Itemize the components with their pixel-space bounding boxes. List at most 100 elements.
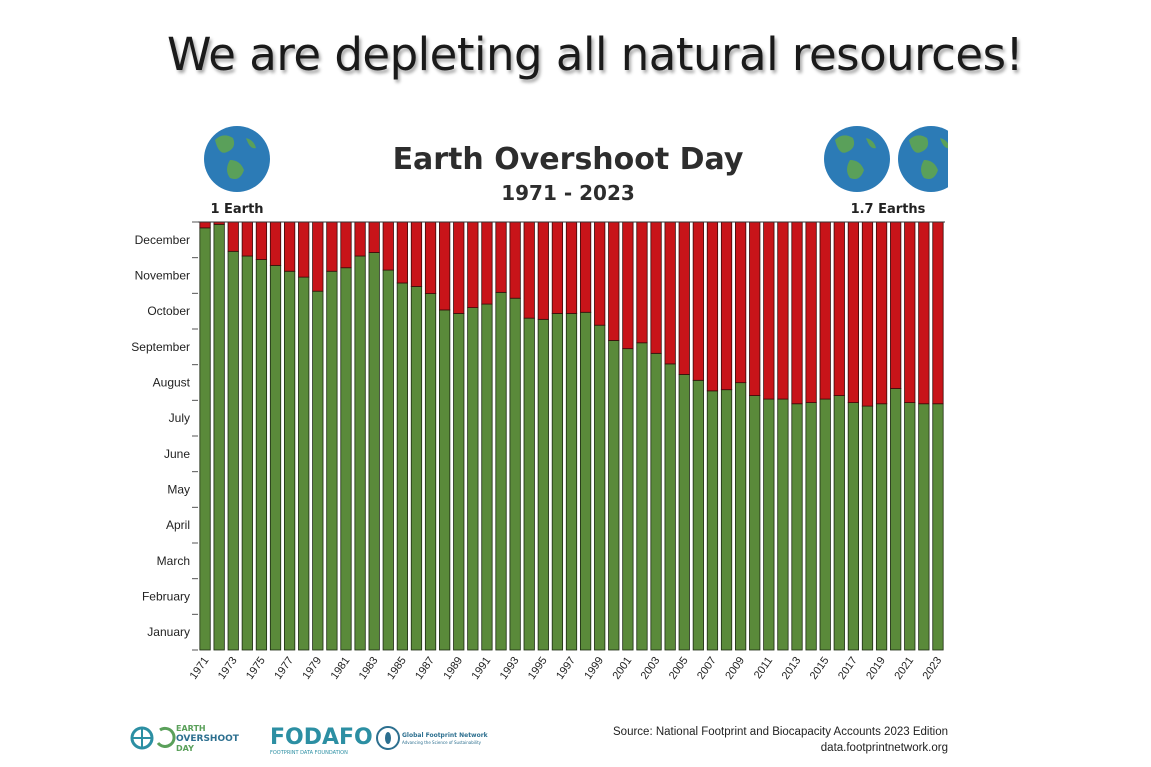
source-line-2: data.footprintnetwork.org	[820, 742, 948, 754]
bar-remaining-1998	[579, 311, 592, 651]
globe-icon-left	[204, 126, 270, 192]
x-tick-label: 1973	[216, 655, 240, 682]
bar-remaining-1988	[439, 309, 451, 651]
bar-remaining-2000	[608, 340, 620, 651]
bar-overshoot-1992	[495, 221, 507, 293]
bar-overshoot-1991	[481, 221, 493, 305]
bar-overshoot-1981	[340, 221, 352, 269]
bar-remaining-2005	[678, 374, 690, 651]
bar-overshoot-1982	[354, 221, 366, 257]
slide-title: We are depleting all natural resources!	[166, 28, 1024, 81]
bar-overshoot-2021	[904, 221, 916, 403]
bar-remaining-1981	[340, 267, 352, 651]
bar-remaining-1976	[269, 264, 282, 651]
x-tick-label: 2009	[723, 655, 747, 682]
bar-remaining-2021	[904, 402, 916, 651]
bar-overshoot-1977	[283, 221, 296, 272]
bar-remaining-2004	[664, 363, 676, 651]
bar-overshoot-1998	[579, 221, 592, 313]
globe-icon-right-1	[824, 126, 890, 192]
x-tick-label: 1999	[582, 655, 606, 682]
bar-overshoot-1996	[551, 221, 564, 314]
bar-remaining-2020	[890, 388, 902, 651]
bar-overshoot-1975	[255, 221, 268, 260]
bar-overshoot-1989	[453, 221, 465, 314]
bar-overshoot-1976	[269, 221, 282, 266]
bar-overshoot-1983	[368, 221, 380, 253]
bar-overshoot-1985	[396, 221, 408, 284]
bar-overshoot-2008	[720, 221, 733, 391]
x-tick-label: 2005	[667, 655, 691, 682]
bar-remaining-2016	[833, 395, 845, 651]
x-tick-label: 1987	[413, 655, 437, 682]
bar-overshoot-2016	[833, 221, 845, 396]
bar-remaining-1983	[368, 252, 380, 651]
bar-remaining-2002	[636, 342, 648, 651]
bar-remaining-2012	[777, 398, 789, 651]
bar-overshoot-1984	[382, 221, 394, 271]
bar-remaining-2019	[875, 403, 888, 651]
bar-remaining-2013	[791, 403, 803, 651]
bar-remaining-1990	[467, 307, 479, 651]
bar-remaining-1995	[537, 318, 549, 651]
bar-overshoot-2000	[608, 221, 620, 341]
y-tick-label: May	[167, 483, 190, 497]
x-tick-label: 1997	[554, 655, 578, 682]
bar-overshoot-2013	[791, 221, 803, 405]
x-tick-label: 2017	[836, 655, 860, 682]
bar-remaining-2018	[861, 405, 874, 651]
bar-remaining-2022	[918, 403, 930, 651]
bar-remaining-2003	[650, 352, 662, 651]
bar-remaining-1979	[312, 290, 324, 651]
bar-remaining-2009	[735, 382, 747, 651]
x-tick-label: 2019	[864, 655, 888, 682]
bar-remaining-1971	[199, 227, 211, 651]
bar-overshoot-1990	[467, 221, 479, 308]
chart-title: Earth Overshoot Day	[393, 142, 744, 177]
bar-overshoot-1995	[537, 221, 549, 320]
y-tick-label: April	[166, 518, 190, 532]
x-tick-label: 1993	[498, 655, 522, 682]
x-tick-label: 1979	[300, 655, 324, 682]
bar-remaining-2008	[720, 389, 733, 651]
y-tick-label: August	[153, 376, 191, 390]
x-tick-label: 1991	[470, 655, 494, 682]
bar-remaining-1989	[453, 313, 465, 651]
x-tick-label: 1971	[188, 655, 212, 682]
bar-overshoot-2020	[890, 221, 902, 389]
x-tick-label: 2001	[610, 655, 634, 682]
bar-remaining-2014	[805, 402, 817, 651]
bar-overshoot-2001	[622, 221, 634, 350]
y-tick-label: January	[147, 625, 190, 639]
bar-remaining-1985	[396, 282, 408, 651]
bar-remaining-1980	[326, 270, 338, 651]
bar-remaining-2010	[749, 395, 761, 651]
bar-overshoot-2004	[664, 221, 676, 365]
bar-overshoot-2009	[735, 221, 747, 384]
bar-remaining-1999	[594, 324, 606, 651]
bar-remaining-2015	[819, 398, 831, 651]
bar-overshoot-1988	[439, 221, 451, 311]
logo1-line2: OVERSHOOT	[176, 734, 240, 744]
bar-remaining-1975	[255, 259, 268, 651]
bar-remaining-1972	[213, 223, 225, 651]
x-tick-label: 1981	[329, 655, 353, 682]
footer-logos: EARTH OVERSHOOT DAY FODAFO FOOTPRINT DAT…	[130, 718, 490, 762]
x-tick-label: 1995	[526, 655, 550, 682]
y-tick-label: March	[157, 554, 190, 568]
x-tick-label: 2021	[892, 655, 916, 682]
bar-remaining-1993	[509, 297, 521, 651]
y-tick-label: October	[147, 304, 190, 318]
bar-overshoot-2007	[706, 221, 719, 392]
bar-overshoot-1986	[410, 221, 423, 287]
bar-remaining-1984	[382, 269, 394, 651]
bar-overshoot-1980	[326, 221, 338, 272]
bar-remaining-1997	[565, 313, 578, 651]
bar-overshoot-2005	[678, 221, 690, 375]
bar-remaining-1992	[495, 291, 507, 651]
bar-remaining-1996	[551, 313, 564, 651]
left-note: 1 Earth	[210, 202, 263, 217]
bar-overshoot-2022	[918, 221, 930, 405]
bar-remaining-2023	[932, 403, 944, 651]
